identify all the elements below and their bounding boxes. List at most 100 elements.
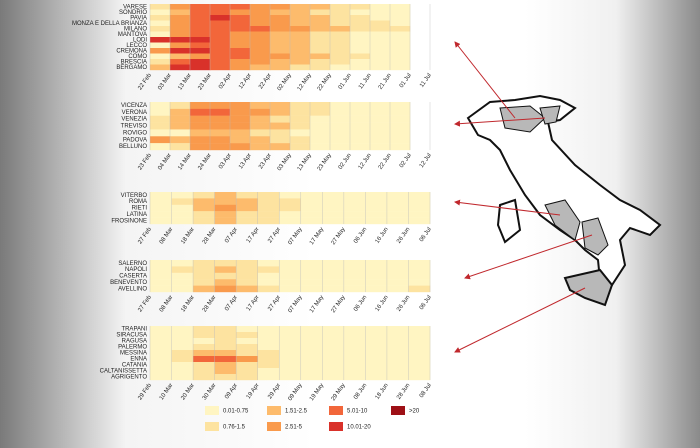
heat-cell [250,9,271,16]
heat-cell [279,198,302,205]
x-tick-label: 27 Apr [267,227,282,245]
heat-cell [279,326,302,333]
x-tick-label: 09 Apr [224,383,239,401]
heat-cell [150,42,171,49]
heat-cell [150,122,171,130]
heat-cell [170,20,191,27]
heat-cell [257,204,280,212]
legend-label: 10.01-20 [347,425,371,431]
x-tick-label: 16 Jun [375,227,390,245]
heat-cell [257,266,280,273]
heat-cell [257,272,280,280]
heat-cell [214,272,237,280]
heat-cell [370,136,391,144]
x-tick-label: 16 Jun [375,295,390,313]
heat-cell [343,326,366,333]
x-tick-label: 23 Mar [197,73,213,92]
x-tick-label: 06 Jun [353,227,368,245]
heat-cell [250,37,271,43]
x-tick-label: 11 Jul [419,73,433,89]
heat-cell [386,266,409,273]
x-tick-label: 03 Mar [157,73,173,92]
row-label: CALTANISSETTA [100,369,147,375]
row-label: MANTOVA [118,32,147,38]
heat-cell [214,344,237,351]
x-tick-label: 27 May [331,227,347,247]
heat-cell [370,59,391,65]
heat-cell [193,260,215,267]
x-tick-label: 18 Mar [180,227,196,246]
heat-cell [343,368,366,375]
lazio [544,199,581,241]
heat-cell [210,102,231,110]
heat-cell [322,332,345,339]
heat-cell [350,26,371,32]
heat-cell [171,279,194,286]
heat-cell [330,122,351,130]
heat-cell [350,9,371,16]
heat-cell [300,374,323,381]
heat-cell [365,326,388,333]
heat-cell [171,266,194,273]
heat-cell [330,48,351,54]
heat-cell [210,108,231,116]
x-tick-label: 13 May [297,153,313,173]
heat-cell [171,368,194,375]
heat-cell [150,192,172,199]
heat-cell [171,326,194,333]
heat-cell [300,350,323,357]
heat-cell [300,204,323,212]
heat-cell [279,368,302,375]
heat-cell [210,15,231,21]
legend-swatch [329,406,343,415]
heat-cell [350,122,371,130]
heat-cell [343,344,366,351]
heat-cell [150,9,171,16]
veneto [539,105,561,125]
heat-cell [193,362,215,369]
arrow [454,41,516,119]
heat-cell [236,326,258,333]
heat-cell [310,122,331,130]
heat-cell [390,115,411,123]
heat-cell [171,198,194,205]
row-label: VICENZA [121,103,147,109]
heat-cell [270,37,291,43]
arrow [464,234,593,280]
heat-cell [150,356,172,363]
heat-cell [350,108,371,116]
heat-cell [214,266,237,273]
heat-cell [190,4,211,10]
heat-cell [236,192,258,199]
heat-cell [365,260,388,267]
heat-cell [330,143,351,151]
heat-cell [190,26,211,32]
heat-cell [310,102,331,110]
heat-cell [193,332,215,339]
heat-cell [290,4,311,10]
x-tick-label: 11 Jun [358,73,373,91]
heat-cell [365,272,388,280]
x-tick-label: 22 May [317,73,333,93]
heat-cell [236,338,258,345]
heat-cell [386,260,409,267]
x-tick-label: 21 Jun [378,73,393,91]
heat-cell [257,217,280,225]
heat-cell [170,53,191,60]
mainland [466,94,662,287]
heat-cell [250,64,271,71]
x-tick-label: 08 Jun [353,383,368,401]
heat-cell [300,285,323,293]
heat-cell [190,122,211,130]
heat-cell [300,217,323,225]
heat-cell [170,136,191,144]
heat-cell [322,192,345,199]
heat-cell [290,42,311,49]
heat-cell [310,15,331,21]
heat-cell [210,136,231,144]
heat-cell [150,368,172,375]
heat-cell [330,108,351,116]
heat-cell [250,102,271,110]
heat-cell [390,26,411,32]
row-label: MILANO [124,26,147,32]
